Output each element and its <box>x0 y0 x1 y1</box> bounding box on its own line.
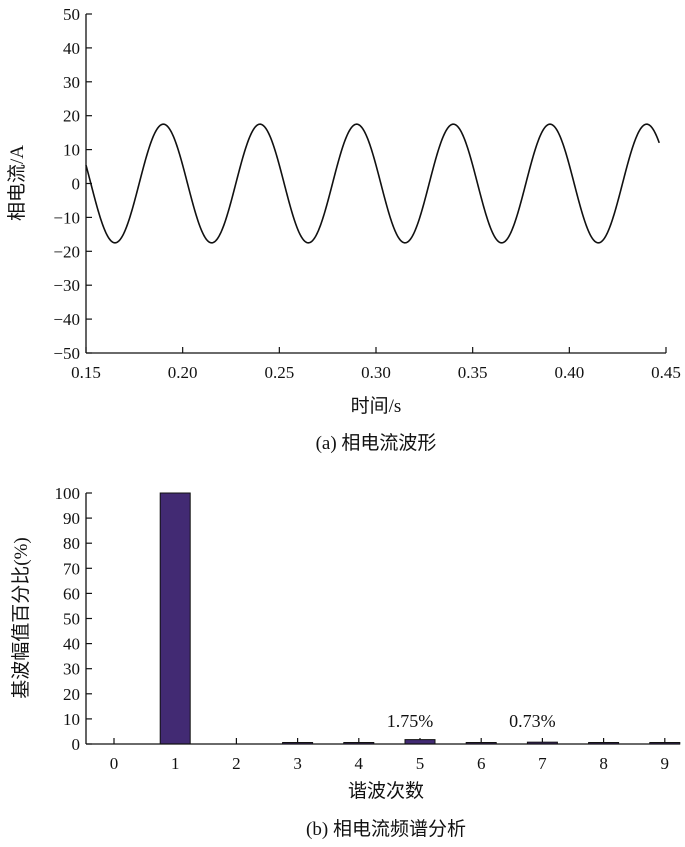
spectrum-annotation: 0.73% <box>509 711 556 731</box>
spectrum-x-tick-label: 1 <box>171 754 180 773</box>
spectrum-x-tick-label: 6 <box>477 754 486 773</box>
waveform-x-tick-label: 0.40 <box>554 363 584 382</box>
spectrum-bar <box>404 739 436 745</box>
spectrum-y-tick-label: 20 <box>63 685 80 704</box>
spectrum-bar <box>159 492 191 745</box>
waveform-y-tick-label: 0 <box>72 175 81 194</box>
waveform-y-tick-label: 40 <box>63 39 80 58</box>
spectrum-y-tick-label: 100 <box>55 484 81 503</box>
spectrum-y-tick-label: 0 <box>72 735 81 754</box>
waveform-x-tick-label: 0.20 <box>168 363 198 382</box>
waveform-x-tick-label: 0.45 <box>651 363 681 382</box>
spectrum-y-tick-label: 60 <box>63 584 80 603</box>
spectrum-y-tick-label: 90 <box>63 509 80 528</box>
waveform-y-tick-label: −30 <box>53 276 80 295</box>
spectrum-x-tick-label: 7 <box>538 754 547 773</box>
spectrum-caption: (b) 相电流频谱分析 <box>306 818 466 840</box>
spectrum-x-tick-label: 4 <box>355 754 364 773</box>
spectrum-annotations: 1.75% 0.73% <box>387 711 556 731</box>
spectrum-y-tick-label: 80 <box>63 534 80 553</box>
waveform-y-tick-label: 10 <box>63 141 80 160</box>
spectrum-x-ticks: 0 1 2 3 4 5 6 7 8 9 <box>110 738 669 773</box>
spectrum-x-tick-label: 3 <box>293 754 302 773</box>
waveform-caption: (a) 相电流波形 <box>316 432 437 454</box>
spectrum-y-axis-title: 基波幅值百分比(%) <box>10 537 32 698</box>
spectrum-y-tick-label: 10 <box>63 710 80 729</box>
waveform-y-tick-label: −20 <box>53 242 80 261</box>
spectrum-y-tick-label: 70 <box>63 559 80 578</box>
waveform-y-tick-label: 30 <box>63 73 80 92</box>
spectrum-y-tick-label: 40 <box>63 635 80 654</box>
waveform-x-tick-label: 0.35 <box>458 363 488 382</box>
spectrum-y-ticks: 0 10 20 30 40 50 60 70 80 90 100 <box>55 484 92 754</box>
waveform-y-tick-label: 50 <box>63 5 80 24</box>
waveform-x-axis-title: 时间/s <box>351 395 402 417</box>
spectrum-y-tick-label: 50 <box>63 610 80 629</box>
spectrum-x-tick-label: 2 <box>232 754 241 773</box>
waveform-series-line <box>85 123 660 244</box>
spectrum-chart: 0 10 20 30 40 50 60 70 80 90 100 0 1 2 3 4 5 6 7 8 9 1.75% 0… <box>10 484 681 840</box>
waveform-x-ticks: 0.15 0.20 0.25 0.30 0.35 0.40 0.45 <box>71 347 681 382</box>
waveform-y-axis-title: 相电流/A <box>6 145 28 221</box>
spectrum-annotation: 1.75% <box>387 711 434 731</box>
spectrum-y-tick-label: 30 <box>63 660 80 679</box>
waveform-y-tick-label: −50 <box>53 344 80 363</box>
waveform-x-tick-label: 0.25 <box>264 363 294 382</box>
spectrum-x-tick-label: 5 <box>416 754 425 773</box>
spectrum-bars <box>159 492 681 745</box>
waveform-y-tick-label: −10 <box>53 208 80 227</box>
spectrum-x-tick-label: 9 <box>661 754 670 773</box>
waveform-y-tick-label: −40 <box>53 310 80 329</box>
spectrum-x-axis-title: 谐波次数 <box>348 780 424 802</box>
waveform-y-tick-label: 20 <box>63 107 80 126</box>
waveform-x-tick-label: 0.30 <box>361 363 391 382</box>
waveform-y-ticks: −50 −40 −30 −20 −10 0 10 20 30 40 50 <box>53 5 92 363</box>
waveform-x-tick-label: 0.15 <box>71 363 101 382</box>
spectrum-x-tick-label: 0 <box>110 754 119 773</box>
spectrum-x-tick-label: 8 <box>599 754 608 773</box>
